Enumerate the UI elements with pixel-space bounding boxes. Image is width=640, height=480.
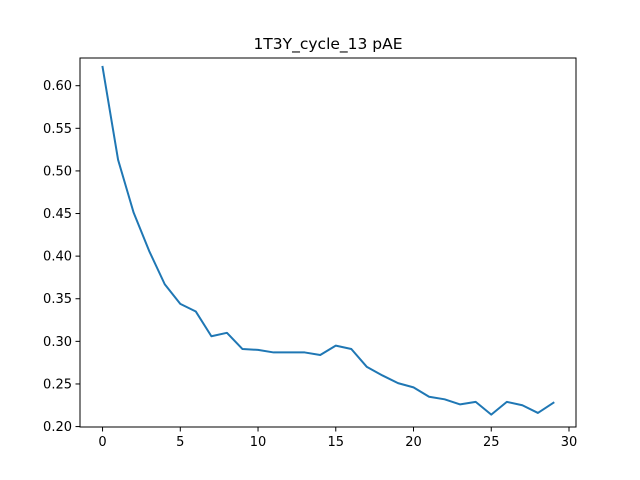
x-tick-label: 30: [561, 435, 578, 450]
series-line: [101, 65, 555, 416]
y-tick-label: 0.40: [43, 250, 72, 265]
plot-area: [101, 65, 555, 416]
y-tick-label: 0.45: [43, 207, 72, 222]
x-tick-label: 10: [250, 435, 267, 450]
y-tick-label: 0.25: [43, 377, 72, 392]
x-tick-label: 5: [176, 435, 184, 450]
x-tick-label: 0: [98, 435, 106, 450]
y-tick-label: 0.20: [43, 420, 72, 435]
y-tick-label: 0.55: [43, 122, 72, 137]
x-tick-label: 20: [405, 435, 422, 450]
x-tick-label: 15: [328, 435, 345, 450]
plot-frame: [79, 57, 577, 428]
y-tick-label: 0.60: [43, 79, 72, 94]
y-tick-label: 0.50: [43, 164, 72, 179]
y-tick-label: 0.30: [43, 335, 72, 350]
chart-title: 1T3Y_cycle_13 pAE: [253, 35, 402, 54]
axes: 0 5 10 15 20 25 30 0.20 0.25 0.30 0.35 0.40 0.45 0.50…: [43, 57, 578, 450]
x-tick-label: 25: [483, 435, 500, 450]
y-tick-label: 0.35: [43, 292, 72, 307]
